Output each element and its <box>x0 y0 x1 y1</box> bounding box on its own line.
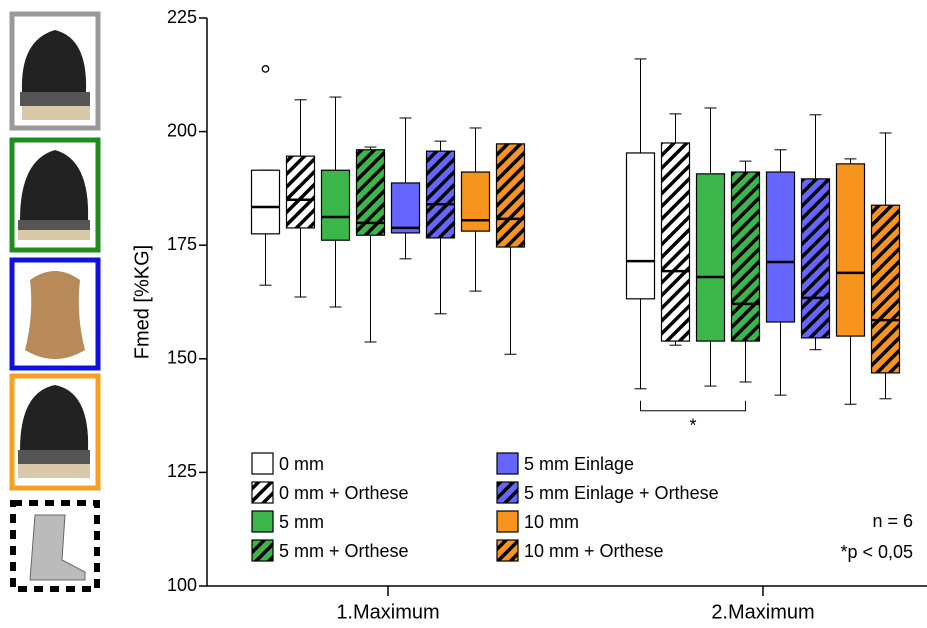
x-tick-label: 1.Maximum <box>336 601 439 623</box>
x-tick-label: 2.Maximum <box>711 601 814 623</box>
box <box>495 143 526 248</box>
legend-label: 10 mm <box>524 512 579 532</box>
annotation: n = 6 <box>872 511 913 531</box>
icon-sole <box>18 220 90 230</box>
legend-swatch <box>251 539 274 562</box>
legend-label: 5 mm Einlage + Orthese <box>524 483 719 503</box>
icon-shoe <box>21 30 87 92</box>
box <box>425 150 456 239</box>
legend-swatch <box>496 452 519 475</box>
legend-label: 10 mm + Orthese <box>524 541 664 561</box>
legend-swatch <box>496 539 519 562</box>
y-tick-label: 200 <box>167 120 197 140</box>
y-tick-label: 225 <box>167 7 197 27</box>
box <box>355 149 386 236</box>
box <box>285 155 316 229</box>
legend-swatch <box>251 481 274 504</box>
box <box>460 171 491 232</box>
legend-label: 0 mm <box>279 454 324 474</box>
icon-orthosis <box>29 514 86 581</box>
legend-label: 5 mm <box>279 512 324 532</box>
box <box>835 163 866 337</box>
y-tick-label: 125 <box>167 461 197 481</box>
legend-label: 5 mm Einlage <box>524 454 634 474</box>
icon-shoe <box>20 385 89 450</box>
box <box>730 171 761 342</box>
legend-label: 5 mm + Orthese <box>279 541 409 561</box>
box <box>250 169 281 235</box>
icon-insole <box>25 271 85 359</box>
y-tick-label: 100 <box>167 575 197 595</box>
legend-label: 0 mm + Orthese <box>279 483 409 503</box>
icon-shoe <box>20 150 89 220</box>
significance-bracket <box>640 400 746 412</box>
outlier <box>261 65 270 73</box>
icon-sole <box>18 230 90 240</box>
legend-swatch <box>496 510 519 533</box>
legend-swatch <box>496 481 519 504</box>
shoe-icons <box>9 11 101 592</box>
box <box>625 152 656 300</box>
box <box>765 171 796 323</box>
legend-swatch <box>251 510 274 533</box>
y-tick-label: 150 <box>167 348 197 368</box>
box <box>800 178 831 339</box>
icon-sole <box>18 464 90 478</box>
box <box>695 173 726 342</box>
y-axis-label: Fmed [%KG] <box>131 245 153 359</box>
icon-sole <box>20 92 90 106</box>
icon-sole <box>18 450 90 464</box>
box <box>320 169 351 241</box>
box <box>870 204 901 374</box>
box <box>390 182 421 234</box>
box <box>660 142 691 342</box>
legend-swatch <box>251 452 274 475</box>
y-tick-label: 175 <box>167 234 197 254</box>
significance-label: * <box>689 416 696 436</box>
annotation: *p < 0,05 <box>840 542 913 562</box>
icon-sole <box>22 106 90 120</box>
